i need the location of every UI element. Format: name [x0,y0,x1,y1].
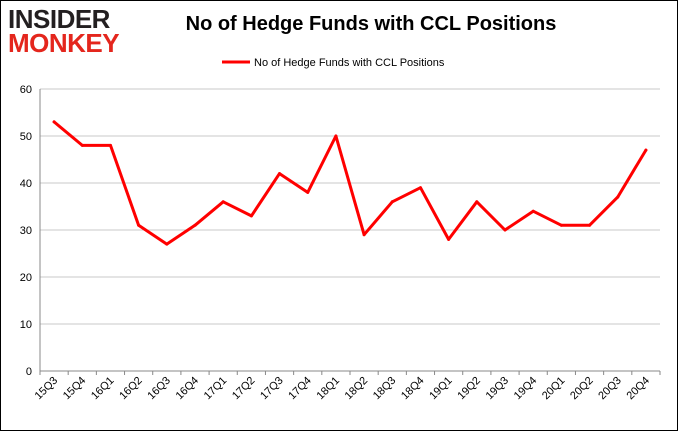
x-tick-label: 19Q2 [455,375,483,403]
y-tick-label: 30 [20,225,32,237]
x-tick-label: 20Q3 [596,375,624,403]
x-tick-label: 17Q4 [286,375,314,403]
data-point [503,228,507,232]
data-point [137,223,141,227]
data-point [193,223,197,227]
y-tick-label: 0 [26,366,32,378]
x-tick-label: 18Q1 [315,375,343,403]
x-tick-label: 18Q4 [399,375,427,403]
x-tick-label: 17Q2 [230,375,258,403]
x-tick-label: 18Q2 [343,375,371,403]
data-point [221,200,225,204]
x-tick-label: 19Q4 [512,375,540,403]
y-tick-labels: 0 10 20 30 40 50 60 [20,84,32,378]
x-tick-label: 19Q3 [484,375,512,403]
data-point [108,143,112,147]
data-point [390,200,394,204]
legend: No of Hedge Funds with CCL Positions [222,57,445,69]
axes [39,89,661,375]
y-tick-label: 50 [20,131,32,143]
x-tick-label: 16Q1 [89,375,117,403]
data-point [52,120,56,124]
x-tick-label: 17Q1 [202,375,230,403]
x-tick-label: 15Q3 [33,375,61,403]
data-point [165,242,169,246]
x-tick-label: 16Q3 [145,375,173,403]
insider-monkey-logo: INSIDER MONKEY [8,4,130,58]
data-point [249,214,253,218]
y-tick-label: 20 [20,272,32,284]
data-point [80,143,84,147]
x-tick-label: 19Q1 [427,375,455,403]
x-tick-label: 20Q2 [568,375,596,403]
data-point [531,209,535,213]
grid-lines [40,88,660,325]
y-tick-label: 40 [20,178,32,190]
x-tick-label: 17Q3 [258,375,286,403]
data-point [362,233,366,237]
data-point [418,186,422,190]
x-tick-label: 16Q4 [174,375,202,403]
data-point [616,195,620,199]
logo-line-1: INSIDER [8,4,110,34]
y-tick-label: 60 [20,84,32,96]
data-point [475,200,479,204]
data-point [644,148,648,152]
data-point [334,134,338,138]
series-line-0 [52,120,648,246]
data-point [559,223,563,227]
data-point [588,223,592,227]
y-tick-label: 10 [20,319,32,331]
data-point [306,190,310,194]
data-point [278,172,282,176]
legend-label: No of Hedge Funds with CCL Positions [254,57,445,69]
x-tick-labels: 15Q3 15Q4 16Q1 16Q2 16Q3 16Q4 17Q1 17Q2 17Q3 17Q4… [33,375,652,403]
x-tick-label: 20Q4 [625,375,653,403]
x-tick-label: 18Q3 [371,375,399,403]
x-tick-label: 16Q2 [117,375,145,403]
x-tick-label: 20Q1 [540,375,568,403]
data-point [447,237,451,241]
logo-line-2: MONKEY [8,28,120,58]
chart-title: No of Hedge Funds with CCL Positions [185,13,557,35]
x-tick-label: 15Q4 [61,375,89,403]
series-layer [52,120,648,246]
